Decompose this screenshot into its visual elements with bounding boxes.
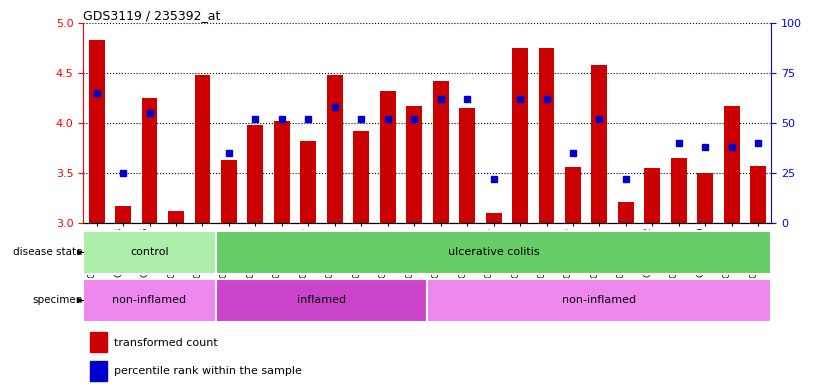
Bar (460, 108, 475, 223)
Bar (194, 75, 210, 223)
Bar (697, 173, 713, 223)
Text: ulcerative colitis: ulcerative colitis (448, 247, 540, 258)
Bar (354, 131, 369, 223)
Text: percentile rank within the sample: percentile rank within the sample (114, 366, 302, 376)
Bar (671, 158, 686, 223)
Bar (83, 279, 216, 322)
Bar (406, 106, 422, 223)
Text: inflamed: inflamed (297, 295, 346, 306)
Bar (724, 106, 740, 223)
Text: control: control (130, 247, 168, 258)
Bar (327, 75, 343, 223)
Bar (90, 361, 108, 381)
Bar (485, 213, 501, 223)
Text: non-inflamed: non-inflamed (113, 295, 187, 306)
Bar (90, 332, 108, 353)
Bar (591, 65, 607, 223)
Bar (83, 231, 216, 274)
Text: specimen: specimen (33, 295, 83, 306)
Bar (88, 40, 104, 223)
Bar (142, 98, 158, 223)
Bar (433, 81, 449, 223)
Bar (115, 206, 131, 223)
Bar (618, 202, 634, 223)
Bar (221, 160, 237, 223)
Bar (379, 91, 395, 223)
Text: disease state: disease state (13, 247, 83, 258)
Text: GDS3119 / 235392_at: GDS3119 / 235392_at (83, 9, 221, 22)
Bar (274, 121, 290, 223)
Bar (248, 125, 264, 223)
Bar (428, 279, 771, 322)
Text: non-inflamed: non-inflamed (562, 295, 636, 306)
Bar (216, 279, 428, 322)
Bar (216, 231, 771, 274)
Bar (645, 168, 661, 223)
Bar (539, 48, 555, 223)
Bar (168, 211, 184, 223)
Bar (300, 141, 316, 223)
Bar (751, 166, 766, 223)
Text: transformed count: transformed count (114, 338, 219, 348)
Bar (512, 48, 528, 223)
Bar (565, 167, 581, 223)
